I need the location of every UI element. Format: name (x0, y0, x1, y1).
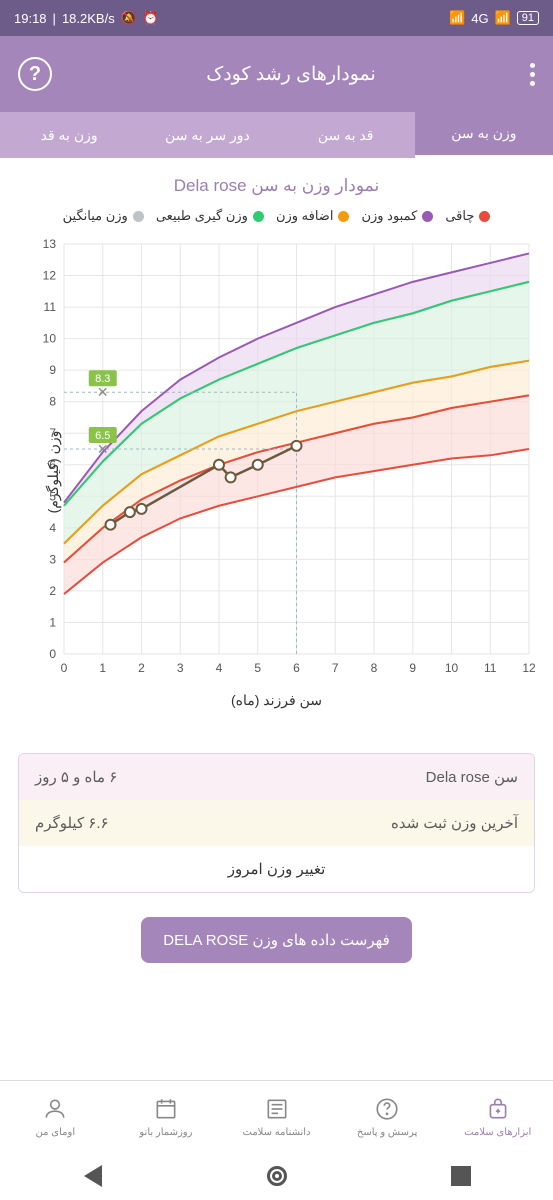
growth-chart: 0123456789101112012345678910111213✕8.3✕6… (14, 234, 539, 684)
tab-3[interactable]: وزن به قد (0, 112, 138, 158)
recent-apps-button[interactable] (451, 1166, 471, 1186)
bottom-nav: ابزارهای سلامتپرسش و پاسخدانشنامه سلامتر… (0, 1080, 553, 1152)
svg-text:8: 8 (371, 661, 378, 675)
help-icon[interactable]: ? (18, 57, 52, 91)
age-label: سن Dela rose (426, 768, 518, 786)
svg-text:4: 4 (49, 521, 56, 535)
app-bar: نمودارهای رشد کودک ? (0, 36, 553, 112)
menu-icon[interactable] (530, 63, 535, 86)
status-bar: 19:18 | 18.2KB/s 🔕 ⏰ 📶 4G 📶 91 (0, 0, 553, 36)
svg-text:10: 10 (445, 661, 459, 675)
svg-text:6: 6 (293, 661, 300, 675)
svg-text:3: 3 (177, 661, 184, 675)
nav-item-1[interactable]: پرسش و پاسخ (332, 1081, 443, 1152)
svg-text:✕: ✕ (97, 384, 109, 400)
nav-icon (41, 1095, 69, 1123)
svg-text:12: 12 (522, 661, 536, 675)
legend-item-2: اضافه وزن (276, 208, 350, 224)
page-title: نمودارهای رشد کودک (206, 63, 376, 86)
svg-text:0: 0 (61, 661, 68, 675)
nav-icon (152, 1095, 180, 1123)
age-value: ۶ ماه و ۵ روز (35, 768, 117, 786)
y-axis-label: وزن (کیلوگرم) (45, 430, 62, 513)
legend-dot (479, 211, 490, 222)
change-weight-button[interactable]: تغییر وزن امروز (19, 846, 534, 892)
svg-text:6.5: 6.5 (95, 430, 110, 442)
nav-item-2[interactable]: دانشنامه سلامت (221, 1081, 332, 1152)
x-axis-label: سن فرزند (ماه) (14, 692, 539, 709)
nav-icon (263, 1095, 291, 1123)
svg-text:2: 2 (138, 661, 145, 675)
signal-icon: 📶 (449, 10, 465, 26)
svg-text:✕: ✕ (97, 441, 109, 457)
tab-1[interactable]: قد به سن (277, 112, 415, 158)
alarm-icon: ⏰ (143, 10, 159, 26)
home-button[interactable] (267, 1166, 287, 1186)
chart-container: وزن (کیلوگرم) 01234567891011120123456789… (14, 234, 539, 709)
legend-dot (338, 211, 349, 222)
status-speed: 18.2KB/s (62, 11, 115, 26)
svg-text:8: 8 (49, 395, 56, 409)
data-list-button[interactable]: فهرست داده های وزن DELA ROSE (141, 917, 412, 963)
svg-text:8.3: 8.3 (95, 373, 110, 385)
nav-icon (373, 1095, 401, 1123)
svg-text:1: 1 (99, 661, 106, 675)
svg-text:1: 1 (49, 615, 56, 629)
chart-legend: چاقی کمبود وزن اضافه وزن وزن گیری طبیعی وزن … (0, 208, 553, 224)
nav-item-4[interactable]: اومای من (0, 1081, 111, 1152)
legend-item-3: وزن گیری طبیعی (156, 208, 264, 224)
network-type: 4G (471, 11, 488, 26)
weight-row: آخرین وزن ثبت شده ۶.۶ کیلوگرم (19, 800, 534, 846)
svg-text:5: 5 (254, 661, 261, 675)
system-nav (0, 1152, 553, 1200)
svg-text:7: 7 (332, 661, 339, 675)
svg-text:9: 9 (409, 661, 416, 675)
battery-level: 91 (517, 11, 539, 25)
svg-text:2: 2 (49, 584, 56, 598)
legend-dot (422, 211, 433, 222)
legend-item-1: کمبود وزن (361, 208, 433, 224)
info-block: سن Dela rose ۶ ماه و ۵ روز آخرین وزن ثبت… (18, 753, 535, 893)
tabs: وزن به سنقد به سندور سر به سنوزن به قد (0, 112, 553, 158)
weight-label: آخرین وزن ثبت شده (391, 814, 518, 832)
svg-text:11: 11 (44, 300, 57, 314)
legend-item-0: چاقی (445, 208, 490, 224)
tab-0[interactable]: وزن به سن (415, 112, 553, 158)
svg-text:13: 13 (43, 237, 57, 251)
nav-item-3[interactable]: روزشمار بانو (111, 1081, 222, 1152)
weight-value: ۶.۶ کیلوگرم (35, 814, 109, 832)
signal-icon-2: 📶 (495, 10, 511, 26)
mute-icon: 🔕 (121, 10, 137, 26)
legend-dot (253, 211, 264, 222)
back-button[interactable] (82, 1165, 102, 1187)
svg-text:12: 12 (43, 269, 57, 283)
nav-item-0[interactable]: ابزارهای سلامت (442, 1081, 553, 1152)
age-row: سن Dela rose ۶ ماه و ۵ روز (19, 754, 534, 800)
status-time: 19:18 (14, 11, 47, 26)
chart-title: نمودار وزن به سن Dela rose (0, 176, 553, 196)
tab-2[interactable]: دور سر به سن (138, 112, 276, 158)
svg-text:10: 10 (43, 332, 57, 346)
svg-text:3: 3 (49, 552, 56, 566)
svg-text:9: 9 (49, 363, 56, 377)
svg-text:11: 11 (484, 661, 497, 675)
svg-text:4: 4 (216, 661, 223, 675)
legend-dot (133, 211, 144, 222)
svg-text:0: 0 (49, 647, 56, 661)
legend-item-4: وزن میانگین (63, 208, 144, 224)
nav-icon (484, 1095, 512, 1123)
